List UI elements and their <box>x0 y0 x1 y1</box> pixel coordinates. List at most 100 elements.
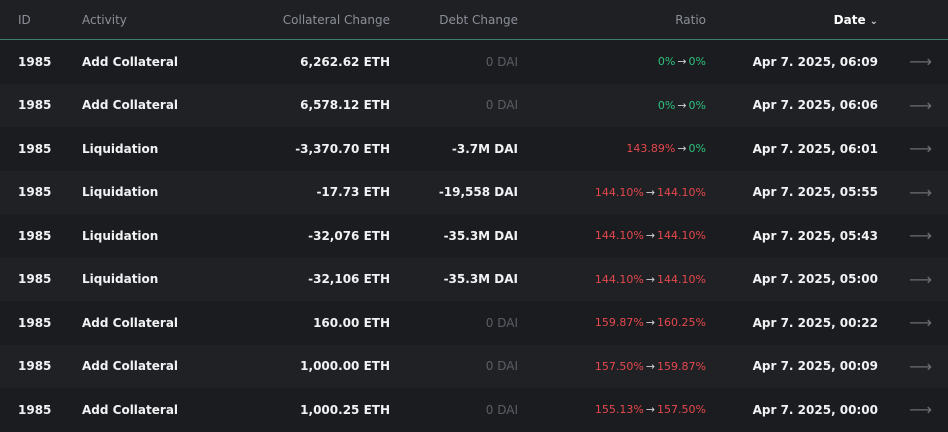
arrow-right-small-icon: → <box>677 142 687 156</box>
cell-ratio: 157.50% → 159.87% <box>518 360 706 373</box>
cell-collateral-change: -17.73 ETH <box>316 185 390 200</box>
cell-ratio: 0% → 0% <box>518 99 706 112</box>
cell-debt-change: -35.3M DAI <box>443 272 518 287</box>
arrow-right-icon[interactable]: ⟶ <box>909 313 932 333</box>
arrow-right-small-icon: → <box>677 55 687 69</box>
cell-ratio: 144.10% → 144.10% <box>518 229 706 242</box>
cell-debt-change: -3.7M DAI <box>451 141 518 156</box>
ratio-to: 0% <box>688 55 706 69</box>
cell-id: 1985 <box>18 141 52 156</box>
cell-id: 1985 <box>18 272 52 287</box>
cell-ratio: 143.89% → 0% <box>518 142 706 155</box>
table-row[interactable]: 1985 Add Collateral 1,000.00 ETH 0 DAI 157.5… <box>0 344 948 388</box>
cell-debt-change: 0 DAI <box>485 359 518 374</box>
arrow-right-small-icon: → <box>645 359 656 373</box>
arrow-right-small-icon: → <box>645 403 656 417</box>
cell-debt-change: 0 DAI <box>485 98 518 113</box>
ratio-from: 144.10% <box>594 185 644 199</box>
arrow-right-icon[interactable]: ⟶ <box>909 139 932 159</box>
cell-id: 1985 <box>18 228 52 243</box>
ratio-to: 0% <box>688 98 706 112</box>
cell-date: Apr 7. 2025, 05:55 <box>752 185 878 200</box>
ratio-to: 159.87% <box>657 359 706 373</box>
ratio-from: 157.50% <box>594 359 644 373</box>
cell-id: 1985 <box>18 98 52 113</box>
arrow-right-small-icon: → <box>677 98 687 112</box>
arrow-right-icon[interactable]: ⟶ <box>909 269 932 289</box>
table-row[interactable]: 1985 Add Collateral 6,262.62 ETH 0 DAI 0% → 0%… <box>0 40 948 84</box>
cell-collateral-change: -3,370.70 ETH <box>295 141 390 156</box>
arrow-right-icon[interactable]: ⟶ <box>909 52 932 72</box>
cell-date: Apr 7. 2025, 05:43 <box>752 228 878 243</box>
cell-date: Apr 7. 2025, 00:22 <box>752 315 878 330</box>
arrow-right-icon[interactable]: ⟶ <box>909 226 932 246</box>
col-header-ratio[interactable]: Ratio <box>675 12 706 27</box>
table-row[interactable]: 1985 Liquidation -3,370.70 ETH -3.7M DAI 143… <box>0 127 948 171</box>
cell-date: Apr 7. 2025, 00:09 <box>752 359 878 374</box>
cell-id: 1985 <box>18 54 52 69</box>
table-row[interactable]: 1985 Add Collateral 1,000.25 ETH 0 DAI 155.1… <box>0 388 948 432</box>
ratio-to: 144.10% <box>657 229 706 243</box>
ratio-from: 0% <box>657 98 676 112</box>
arrow-right-icon[interactable]: ⟶ <box>909 95 932 115</box>
cell-debt-change: 0 DAI <box>485 54 518 69</box>
cell-debt-change: 0 DAI <box>485 402 518 417</box>
cell-activity: Liquidation <box>82 272 159 287</box>
cell-collateral-change: 1,000.25 ETH <box>300 402 390 417</box>
arrow-right-icon[interactable]: ⟶ <box>909 356 932 376</box>
cell-collateral-change: 6,262.62 ETH <box>300 54 390 69</box>
cell-collateral-change: 160.00 ETH <box>313 315 390 330</box>
table-header: ID Activity Collateral Change Debt Chang… <box>0 0 948 40</box>
cell-activity: Liquidation <box>82 228 159 243</box>
arrow-right-small-icon: → <box>645 229 656 243</box>
cell-id: 1985 <box>18 402 52 417</box>
ratio-from: 155.13% <box>594 403 644 417</box>
col-header-activity[interactable]: Activity <box>82 12 127 27</box>
cell-activity: Add Collateral <box>82 402 179 417</box>
ratio-from: 144.10% <box>594 229 644 243</box>
ratio-to: 0% <box>688 142 706 156</box>
cell-date: Apr 7. 2025, 06:09 <box>752 54 878 69</box>
cell-activity: Liquidation <box>82 141 159 156</box>
col-header-id[interactable]: ID <box>18 12 31 27</box>
cell-collateral-change: -32,076 ETH <box>308 228 390 243</box>
cell-ratio: 0% → 0% <box>518 55 706 68</box>
cell-ratio: 155.13% → 157.50% <box>518 403 706 416</box>
cell-ratio: 144.10% → 144.10% <box>518 186 706 199</box>
chevron-down-icon: ⌄ <box>869 15 878 27</box>
arrow-right-icon[interactable]: ⟶ <box>909 400 932 420</box>
ratio-to: 160.25% <box>657 316 706 330</box>
table-row[interactable]: 1985 Liquidation -32,076 ETH -35.3M DAI 144.… <box>0 214 948 258</box>
cell-date: Apr 7. 2025, 06:01 <box>752 141 878 156</box>
arrow-right-icon[interactable]: ⟶ <box>909 182 932 202</box>
cell-ratio: 159.87% → 160.25% <box>518 316 706 329</box>
ratio-to: 144.10% <box>657 272 706 286</box>
col-header-date[interactable]: Date ⌄ <box>706 13 878 27</box>
ratio-from: 144.10% <box>594 272 644 286</box>
arrow-right-small-icon: → <box>645 272 656 286</box>
cell-id: 1985 <box>18 185 52 200</box>
cell-id: 1985 <box>18 359 52 374</box>
cell-ratio: 144.10% → 144.10% <box>518 273 706 286</box>
arrow-right-small-icon: → <box>645 316 656 330</box>
cell-debt-change: -35.3M DAI <box>443 228 518 243</box>
cell-collateral-change: 6,578.12 ETH <box>300 98 390 113</box>
arrow-right-small-icon: → <box>645 185 656 199</box>
col-header-debt-change[interactable]: Debt Change <box>439 12 518 27</box>
cell-activity: Liquidation <box>82 185 159 200</box>
ratio-to: 144.10% <box>657 185 706 199</box>
ratio-from: 159.87% <box>594 316 644 330</box>
cell-debt-change: -19,558 DAI <box>438 185 518 200</box>
table-row[interactable]: 1985 Liquidation -32,106 ETH -35.3M DAI 144.… <box>0 257 948 301</box>
col-header-collateral-change[interactable]: Collateral Change <box>282 12 390 27</box>
col-header-date-label: Date <box>833 12 866 27</box>
ratio-to: 157.50% <box>657 403 706 417</box>
cell-debt-change: 0 DAI <box>485 315 518 330</box>
table-row[interactable]: 1985 Add Collateral 6,578.12 ETH 0 DAI 0% → 0%… <box>0 83 948 127</box>
table-row[interactable]: 1985 Add Collateral 160.00 ETH 0 DAI 159.87%… <box>0 301 948 345</box>
table-row[interactable]: 1985 Liquidation -17.73 ETH -19,558 DAI 144.… <box>0 170 948 214</box>
table-body: 1985 Add Collateral 6,262.62 ETH 0 DAI 0% → 0%… <box>0 40 948 432</box>
cell-collateral-change: 1,000.00 ETH <box>300 359 390 374</box>
cell-activity: Add Collateral <box>82 359 179 374</box>
